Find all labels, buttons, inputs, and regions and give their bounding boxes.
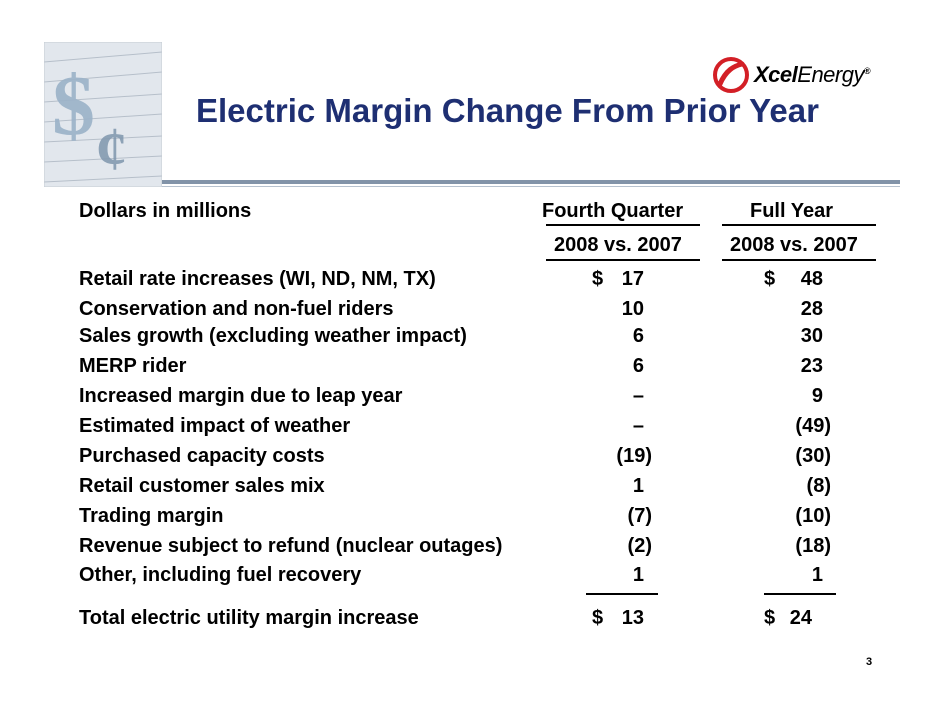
total-rule-q	[586, 593, 658, 595]
row-label: MERP rider	[79, 355, 187, 377]
xcel-energy-logo: XcelEnergy®	[712, 56, 892, 94]
page-title: Electric Margin Change From Prior Year	[196, 92, 819, 129]
total-dollar-sign-q: $	[592, 607, 604, 629]
svg-text:$: $	[52, 57, 95, 153]
dollar-sign-y: $	[764, 268, 776, 290]
col-sub-fourth-quarter: 2008 vs. 2007	[554, 234, 682, 256]
dollar-sign-image: $ ¢	[44, 42, 162, 187]
title-rule-thin	[162, 186, 900, 187]
row-label: Revenue subject to refund (nuclear outag…	[79, 535, 503, 557]
page-number: 3	[866, 656, 873, 668]
row-value-full-year: 30	[800, 325, 823, 347]
row-value-full-year: 1	[811, 564, 823, 586]
row-value-full-year: 23	[800, 355, 823, 377]
row-label: Retail rate increases (WI, ND, NM, TX)	[79, 268, 436, 290]
svg-text:¢: ¢	[96, 116, 127, 184]
row-label: Conservation and non-fuel riders	[79, 298, 394, 320]
row-label: Increased margin due to leap year	[79, 385, 403, 407]
header-underline-q	[546, 224, 700, 226]
units-label: Dollars in millions	[79, 200, 252, 222]
col-header-full-year: Full Year	[750, 200, 834, 222]
row-value-fourth-quarter: 6	[632, 355, 644, 377]
row-value-fourth-quarter: 1	[632, 475, 644, 497]
row-value-fourth-quarter: –	[632, 385, 644, 407]
row-value-full-year: (10)	[795, 505, 831, 527]
row-value-fourth-quarter: (7)	[627, 505, 652, 527]
header-underline-y	[722, 224, 876, 226]
row-value-fourth-quarter: 1	[632, 564, 644, 586]
row-value-fourth-quarter: 17	[621, 268, 644, 290]
col-header-fourth-quarter: Fourth Quarter	[542, 200, 684, 222]
row-value-fourth-quarter: 10	[621, 298, 644, 320]
logo-wordmark: XcelEnergy®	[754, 62, 871, 87]
row-value-fourth-quarter: 6	[632, 325, 644, 347]
row-value-fourth-quarter: (2)	[627, 535, 652, 557]
col-sub-full-year: 2008 vs. 2007	[730, 234, 858, 256]
row-value-full-year: (30)	[795, 445, 831, 467]
logo-swoosh-icon	[713, 57, 749, 93]
row-label: Other, including fuel recovery	[79, 564, 362, 586]
total-value-full-year: 24	[789, 607, 812, 629]
row-value-full-year: 28	[800, 298, 823, 320]
money-photo: $ ¢	[44, 42, 162, 187]
row-value-full-year: 48	[800, 268, 823, 290]
row-label: Purchased capacity costs	[79, 445, 325, 467]
row-value-full-year: (8)	[806, 475, 831, 497]
sub-underline-y	[722, 259, 876, 261]
row-label: Estimated impact of weather	[79, 415, 351, 437]
row-value-full-year: 9	[811, 385, 823, 407]
row-value-fourth-quarter: (19)	[616, 445, 652, 467]
total-rule-y	[764, 593, 836, 595]
dollar-sign-q: $	[592, 268, 604, 290]
title-rule	[162, 180, 900, 184]
sub-underline-q	[546, 259, 700, 261]
row-value-full-year: (18)	[795, 535, 831, 557]
total-value-fourth-quarter: 13	[621, 607, 644, 629]
row-label: Trading margin	[79, 505, 224, 527]
row-value-full-year: (49)	[795, 415, 831, 437]
total-label: Total electric utility margin increase	[79, 607, 419, 629]
row-label: Sales growth (excluding weather impact)	[79, 325, 467, 347]
row-value-fourth-quarter: –	[632, 415, 644, 437]
total-dollar-sign-y: $	[764, 607, 776, 629]
row-label: Retail customer sales mix	[79, 475, 325, 497]
